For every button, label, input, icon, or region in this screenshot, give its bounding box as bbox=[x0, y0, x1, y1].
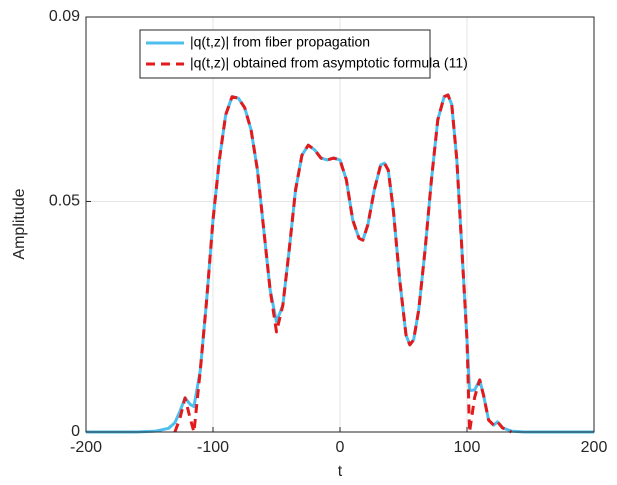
y-axis-label: Amplitude bbox=[11, 188, 28, 259]
y-tick-label: 0.09 bbox=[49, 8, 80, 25]
legend-box bbox=[139, 29, 431, 79]
x-tick-label: 0 bbox=[336, 439, 345, 456]
x-tick-label: -200 bbox=[70, 439, 102, 456]
y-tick-label: 0 bbox=[71, 423, 80, 440]
y-tick-label: 0.05 bbox=[49, 193, 80, 210]
x-axis-label: t bbox=[338, 463, 343, 480]
x-tick-label: 200 bbox=[581, 439, 608, 456]
x-tick-label: -100 bbox=[197, 439, 229, 456]
series-line bbox=[173, 93, 513, 434]
x-tick-label: 100 bbox=[454, 439, 481, 456]
legend-label: |q(t,z)| from fiber propagation bbox=[190, 34, 370, 50]
legend-label: |q(t,z)| obtained from asymptotic formul… bbox=[190, 55, 468, 71]
